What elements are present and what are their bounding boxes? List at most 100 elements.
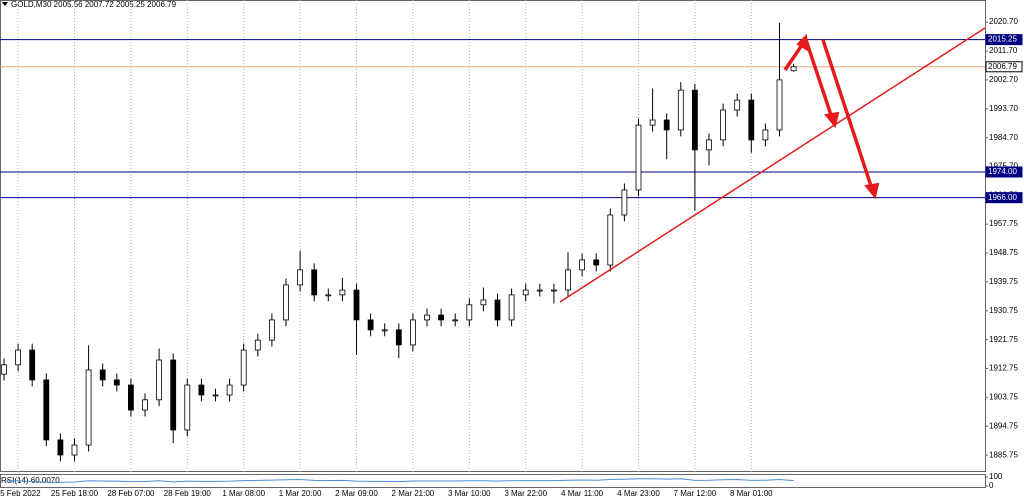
candle-body — [142, 399, 148, 411]
candle-body — [99, 369, 106, 381]
arrow-head — [864, 182, 880, 200]
candle-body — [85, 369, 92, 446]
candle-body — [367, 319, 374, 331]
x-tick-label: 25 Feb 2022 — [0, 489, 41, 498]
y-tick-label: 1894.75 — [989, 421, 1018, 430]
candle-body — [15, 349, 22, 366]
y-tick-label: 1939.75 — [989, 277, 1018, 286]
candle-body — [127, 384, 134, 411]
price-level-box — [985, 166, 1023, 178]
candle-body — [677, 89, 684, 131]
candle-body — [184, 384, 191, 431]
candle-body — [452, 319, 459, 322]
x-tick-label: 25 Feb 18:00 — [51, 489, 99, 498]
arrow-down — [821, 39, 874, 190]
y-tick-label: 2020.70 — [989, 17, 1018, 26]
chart-title: GOLD,M30 2005.56 2007.72 2005.25 2006.79 — [11, 0, 177, 9]
candle-body — [198, 384, 205, 396]
candle-body — [494, 299, 501, 321]
x-tick-label: 2 Mar 21:00 — [392, 489, 435, 498]
x-tick-label: 7 Mar 12:00 — [674, 489, 717, 498]
x-tick-label: 1 Mar 20:00 — [279, 489, 322, 498]
y-tick-label: 1948.75 — [989, 248, 1018, 257]
candle-body — [790, 66, 797, 72]
candle-body — [409, 319, 416, 346]
y-tick-label: 1903.75 — [989, 393, 1018, 402]
candle-body — [776, 79, 783, 131]
candle-body — [29, 349, 36, 381]
candle-body — [522, 289, 529, 296]
candle-body — [240, 349, 247, 386]
candle-body — [663, 119, 670, 131]
y-tick-label: 1885.75 — [989, 450, 1018, 459]
x-tick-label: 3 Mar 22:00 — [504, 489, 547, 498]
candle-body — [212, 394, 219, 397]
y-tick-label: 1984.70 — [989, 133, 1018, 142]
annotations — [559, 27, 986, 303]
rsi-tick-label: 100 — [989, 472, 1003, 481]
candle-body — [113, 379, 120, 386]
candle-body — [268, 319, 275, 341]
arrow-head — [824, 111, 840, 129]
rsi-title: RSI(14) 60.0070 — [1, 476, 60, 485]
candle-body — [438, 314, 445, 321]
candle-body — [466, 304, 473, 321]
price-level-box — [985, 34, 1023, 46]
y-tick-label: 1912.75 — [989, 364, 1018, 373]
candle-body — [170, 359, 177, 431]
x-tick-label: 2 Mar 09:00 — [335, 489, 378, 498]
candle-body — [593, 259, 600, 266]
candle-body — [226, 384, 233, 396]
price-level-label: 2015.25 — [988, 35, 1017, 44]
candle-body — [424, 314, 430, 321]
candle-body — [720, 109, 726, 141]
candle-body — [353, 289, 360, 321]
rsi-tick-label: 0 — [989, 481, 994, 490]
x-tick-label: 4 Mar 23:00 — [617, 489, 660, 498]
candle-body — [508, 294, 515, 321]
candle-body — [43, 379, 50, 441]
candle-body — [1, 364, 7, 375]
candle-body — [395, 329, 402, 346]
y-tick-label: 1921.75 — [989, 335, 1018, 344]
menu-triangle — [2, 2, 8, 6]
x-tick-label: 8 Mar 01:00 — [730, 489, 773, 498]
candle-body — [551, 289, 557, 292]
x-tick-label: 1 Mar 08:00 — [222, 489, 265, 498]
y-tick-label: 1975.70 — [989, 162, 1018, 171]
x-tick-label: 28 Feb 19:00 — [164, 489, 212, 498]
candle-body — [706, 139, 712, 151]
candle-body — [283, 284, 289, 321]
candle-body — [635, 124, 642, 191]
price-level-label: 1974.00 — [988, 167, 1017, 176]
y-tick-label: 2002.70 — [989, 75, 1018, 84]
rsi-frame — [0, 474, 986, 488]
price-level-label: 1966.00 — [988, 193, 1017, 202]
candle-body — [254, 339, 261, 351]
arrow-down — [804, 39, 834, 119]
candle-body — [156, 359, 163, 401]
y-tick-label: 1993.70 — [989, 104, 1018, 113]
plot-frame — [0, 0, 986, 472]
candle-body — [621, 189, 628, 216]
candle-body — [565, 269, 571, 291]
candle-body — [734, 99, 741, 111]
trend-line — [559, 27, 986, 303]
candle-body — [748, 99, 755, 141]
candle-body — [71, 444, 78, 456]
price-level-box — [985, 61, 1023, 73]
candle-body — [57, 439, 64, 456]
x-tick-label: 28 Feb 07:00 — [107, 489, 155, 498]
price-level-box — [985, 192, 1023, 204]
candle-body — [692, 89, 698, 151]
candle-body — [579, 259, 585, 271]
candle-body — [381, 329, 388, 332]
candle-body — [339, 289, 346, 296]
candle-body — [649, 119, 656, 126]
candle-body — [536, 289, 543, 292]
y-tick-label: 1957.75 — [989, 219, 1018, 228]
candle-body — [325, 294, 332, 297]
candle-body — [480, 299, 487, 306]
